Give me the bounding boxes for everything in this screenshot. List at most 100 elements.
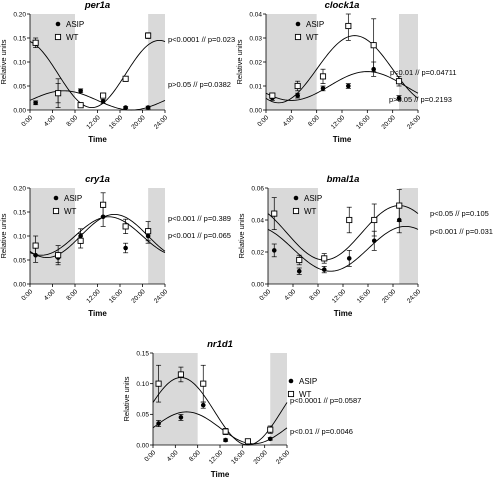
data-point-asip (346, 256, 352, 261)
p-value-annotation: p<0.001 // p=0.065 (168, 231, 231, 240)
x-tick-label: 24:00 (153, 288, 170, 305)
data-point-wt (370, 42, 377, 49)
legend-label: ASIP (306, 20, 324, 29)
data-point-wt (244, 438, 251, 445)
data-point-asip (200, 402, 206, 408)
data-point-wt (294, 82, 301, 90)
data-point-wt (222, 428, 229, 435)
data-point-asip (156, 421, 161, 426)
x-axis-label: Time (333, 135, 352, 144)
legend-marker-asip (295, 21, 301, 27)
x-tick-label: 16:00 (355, 114, 372, 131)
dark-phase-band (399, 188, 418, 284)
y-tick-label: 0.05 (136, 412, 149, 419)
y-axis-label: Relative units (235, 39, 244, 84)
x-tick-label: 0:00 (143, 449, 157, 463)
x-tick-label: 4:00 (43, 288, 57, 302)
legend-marker-asip (288, 378, 294, 384)
legend-marker-asip (53, 195, 59, 201)
y-tick-label: 0.00 (13, 281, 26, 288)
y-tick-label: 0.00 (13, 107, 26, 114)
y-tick-label: 0.04 (249, 11, 262, 18)
data-point-wt (145, 228, 152, 235)
x-tick-label: 24:00 (275, 449, 292, 466)
x-axis-label: Time (334, 309, 353, 318)
p-value-annotation: p<0.05 // p=0.105 (430, 209, 489, 218)
p-value-annotation: p>0.05 // p=0.0382 (168, 80, 231, 89)
y-axis-label: Relative units (0, 213, 8, 258)
x-tick-label: 16:00 (108, 114, 125, 131)
fit-curve-asip (29, 90, 166, 111)
fit-curve-wt (29, 39, 166, 109)
fit-curve-wt (267, 205, 419, 261)
x-tick-label: 16:00 (108, 288, 125, 305)
x-tick-label: 8:00 (65, 114, 79, 128)
x-axis-label: Time (88, 309, 107, 318)
fit-curve-asip (265, 71, 419, 101)
x-tick-label: 8:00 (188, 449, 202, 463)
data-point-asip (346, 83, 351, 89)
y-tick-label: 0.00 (136, 442, 149, 449)
y-tick-label: 0.20 (13, 185, 26, 192)
legend-label: ASIP (64, 194, 82, 203)
y-tick-label: 0.01 (249, 83, 262, 90)
x-tick-label: 0:00 (256, 114, 270, 128)
legend-marker-wt (54, 33, 62, 41)
chart-title: cry1a (85, 174, 110, 185)
data-point-wt (100, 92, 107, 99)
fit-curve-wt (152, 377, 288, 446)
dark-phase-band (268, 188, 318, 284)
x-tick-label: 8:00 (307, 114, 321, 128)
data-point-asip (123, 105, 128, 110)
y-tick-label: 0.02 (251, 249, 264, 256)
panel-per1a: per1a 0.00 0.05 0.10 0.15 0.20 0:00 4:00 8:00 12:… (0, 0, 235, 144)
dark-phase-band (153, 353, 198, 445)
legend-label: WT (64, 207, 77, 216)
x-tick-label: 12:00 (208, 449, 225, 466)
data-point-asip (178, 415, 184, 420)
panel-nr1d1: nr1d1 0.00 0.05 0.10 0.15 0:00 4:00 8:00 12:00 16… (122, 339, 361, 479)
x-tick-label: 4:00 (283, 288, 297, 302)
y-tick-label: 0.10 (13, 59, 26, 66)
x-tick-label: 4:00 (43, 114, 57, 128)
legend-label: WT (66, 33, 79, 42)
data-point-wt (155, 380, 162, 387)
y-tick-label: 0.00 (251, 281, 264, 288)
x-tick-label: 20:00 (380, 114, 397, 131)
chart-title: clock1a (325, 0, 360, 11)
y-tick-label: 0.05 (13, 257, 26, 264)
data-point-wt (77, 102, 84, 109)
y-tick-label: 0.03 (249, 35, 262, 42)
panel-clock1a: clock1a 0.00 0.01 0.02 0.03 0.04 0:00 4:00 8:00 1… (235, 0, 457, 144)
x-tick-label: 4:00 (166, 449, 180, 463)
x-tick-label: 12:00 (330, 114, 347, 131)
x-tick-label: 8:00 (308, 288, 322, 302)
data-point-wt (122, 75, 129, 82)
data-point-wt (346, 216, 353, 224)
p-value-annotation: p<0.01 // p=0.0046 (290, 427, 353, 436)
fit-curve-asip (267, 225, 419, 272)
y-axis-label: Relative units (122, 376, 131, 421)
y-tick-label: 0.06 (251, 185, 264, 192)
legend-marker-asip (293, 195, 299, 201)
legend-label: ASIP (304, 194, 322, 203)
p-value-annotation: p<0.0001 // p=0.0587 (290, 396, 361, 405)
dark-phase-band (399, 14, 418, 110)
data-point-asip (296, 268, 302, 274)
x-tick-label: 24:00 (153, 114, 170, 131)
fit-curve-asip (29, 216, 166, 256)
x-tick-label: 4:00 (282, 114, 296, 128)
data-point-wt (32, 39, 39, 46)
data-point-wt (145, 32, 152, 39)
x-axis-label: Time (211, 470, 230, 479)
data-point-asip (295, 93, 300, 98)
legend-marker-wt (287, 390, 295, 398)
data-point-asip (145, 105, 151, 110)
x-tick-label: 20:00 (130, 114, 147, 131)
y-tick-label: 0.15 (136, 350, 149, 357)
data-point-wt (395, 78, 403, 85)
x-axis-label: Time (88, 135, 107, 144)
data-point-asip (267, 436, 273, 442)
data-point-wt (177, 371, 184, 378)
